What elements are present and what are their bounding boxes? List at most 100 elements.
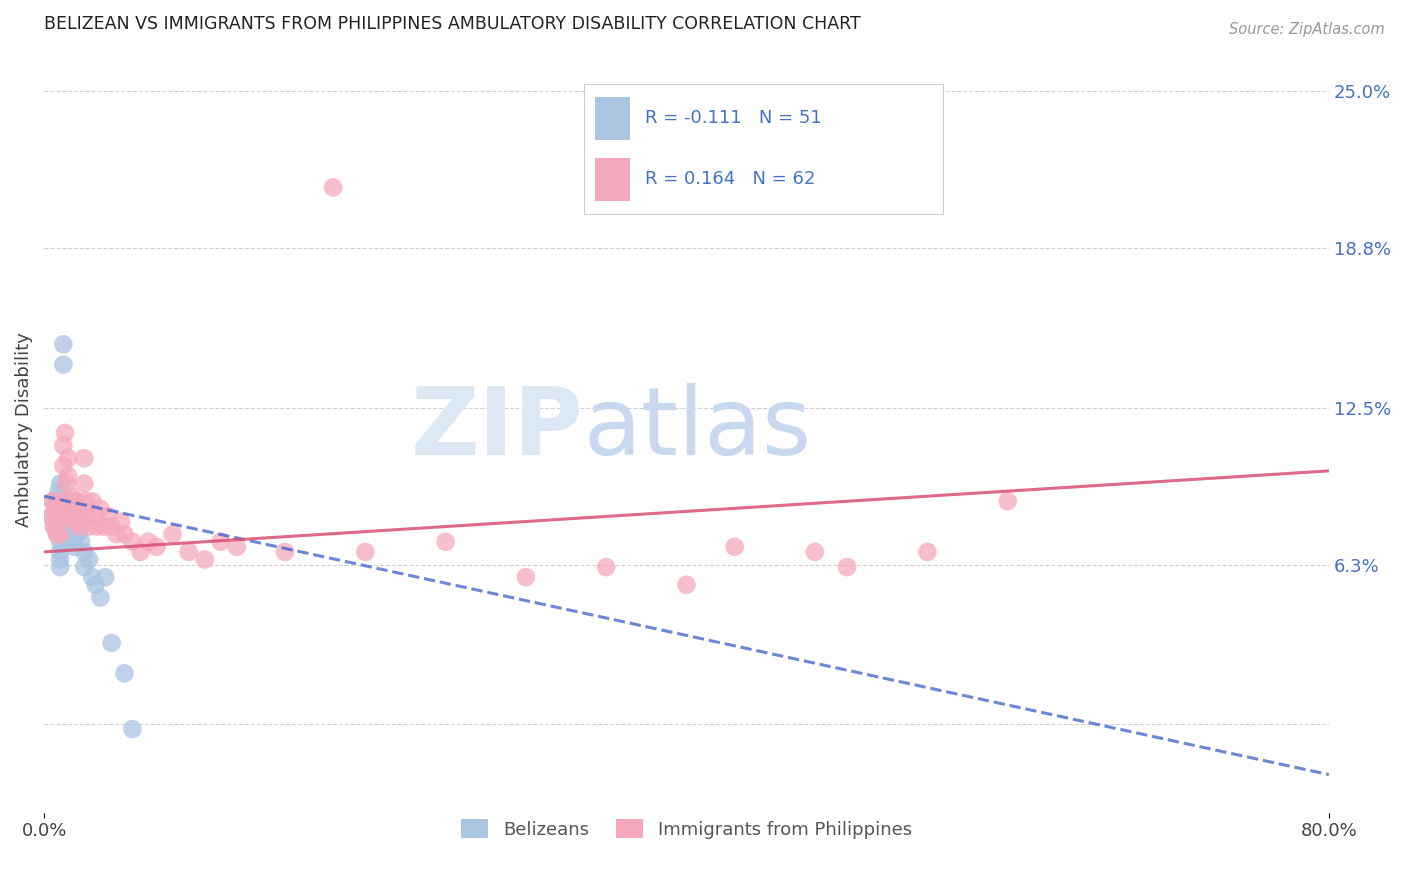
Point bbox=[835, 560, 858, 574]
Text: atlas: atlas bbox=[583, 384, 813, 475]
Point bbox=[77, 519, 100, 533]
Point bbox=[39, 509, 62, 524]
Y-axis label: Ambulatory Disability: Ambulatory Disability bbox=[15, 332, 32, 526]
Point bbox=[73, 451, 96, 466]
Point bbox=[59, 494, 82, 508]
Point bbox=[53, 509, 76, 524]
Point bbox=[51, 509, 73, 524]
Point bbox=[49, 527, 72, 541]
Point bbox=[60, 489, 83, 503]
Point bbox=[60, 534, 83, 549]
Point bbox=[105, 527, 128, 541]
Point bbox=[44, 500, 66, 514]
Point bbox=[52, 458, 75, 473]
Point bbox=[66, 501, 89, 516]
Text: ZIP: ZIP bbox=[411, 384, 583, 475]
Point bbox=[225, 540, 247, 554]
Point bbox=[58, 451, 80, 466]
Point bbox=[46, 509, 69, 524]
Point bbox=[100, 519, 122, 533]
Point bbox=[42, 494, 65, 508]
Point bbox=[97, 509, 120, 524]
Point bbox=[804, 545, 827, 559]
Point bbox=[82, 570, 104, 584]
Point bbox=[595, 560, 617, 574]
Point bbox=[84, 578, 107, 592]
Point bbox=[177, 545, 200, 559]
Point bbox=[49, 560, 72, 574]
Point bbox=[89, 591, 111, 605]
Point bbox=[76, 509, 98, 524]
Point bbox=[917, 545, 939, 559]
Point bbox=[86, 519, 108, 533]
Point bbox=[55, 494, 77, 508]
Point bbox=[94, 570, 117, 584]
Point bbox=[42, 519, 65, 533]
Point bbox=[65, 494, 87, 508]
Point bbox=[121, 534, 143, 549]
Point bbox=[49, 515, 72, 529]
Point bbox=[48, 494, 70, 508]
Point bbox=[58, 469, 80, 483]
Point bbox=[63, 540, 86, 554]
Point bbox=[73, 545, 96, 559]
Point bbox=[138, 534, 160, 549]
Point bbox=[60, 519, 83, 533]
Point bbox=[63, 509, 86, 524]
Text: BELIZEAN VS IMMIGRANTS FROM PHILIPPINES AMBULATORY DISABILITY CORRELATION CHART: BELIZEAN VS IMMIGRANTS FROM PHILIPPINES … bbox=[44, 15, 860, 33]
Point bbox=[58, 501, 80, 516]
Point bbox=[69, 524, 91, 539]
Point bbox=[52, 439, 75, 453]
Point bbox=[145, 540, 167, 554]
Point bbox=[69, 519, 91, 533]
Point bbox=[59, 494, 82, 508]
Point bbox=[62, 501, 84, 516]
Point bbox=[49, 552, 72, 566]
Point bbox=[52, 501, 75, 516]
Point bbox=[274, 545, 297, 559]
Point bbox=[41, 509, 63, 524]
Point bbox=[73, 560, 96, 574]
Point bbox=[322, 180, 344, 194]
Point bbox=[724, 540, 747, 554]
Point bbox=[77, 552, 100, 566]
Point bbox=[49, 534, 72, 549]
Point bbox=[129, 545, 152, 559]
Point bbox=[65, 509, 87, 524]
Point bbox=[49, 519, 72, 533]
Point bbox=[62, 509, 84, 524]
Point bbox=[44, 500, 66, 514]
Point bbox=[354, 545, 377, 559]
Point bbox=[112, 666, 135, 681]
Point bbox=[48, 501, 70, 516]
Point bbox=[49, 501, 72, 516]
Point bbox=[46, 515, 69, 529]
Point bbox=[62, 527, 84, 541]
Point bbox=[997, 494, 1019, 508]
Point bbox=[52, 337, 75, 351]
Point bbox=[434, 534, 457, 549]
Point bbox=[110, 515, 132, 529]
Point bbox=[55, 476, 77, 491]
Point bbox=[46, 527, 69, 541]
Point bbox=[55, 515, 77, 529]
Point bbox=[162, 527, 184, 541]
Point bbox=[52, 358, 75, 372]
Point bbox=[53, 534, 76, 549]
Point bbox=[112, 527, 135, 541]
Point bbox=[75, 494, 97, 508]
Point bbox=[58, 519, 80, 533]
Point bbox=[53, 425, 76, 440]
Legend: Belizeans, Immigrants from Philippines: Belizeans, Immigrants from Philippines bbox=[454, 812, 920, 846]
Point bbox=[49, 527, 72, 541]
Point bbox=[46, 527, 69, 541]
Point bbox=[515, 570, 537, 584]
Point bbox=[675, 578, 697, 592]
Point bbox=[70, 534, 93, 549]
Point bbox=[65, 494, 87, 508]
Point bbox=[49, 545, 72, 559]
Point bbox=[194, 552, 217, 566]
Point bbox=[49, 494, 72, 508]
Point bbox=[84, 509, 107, 524]
Point bbox=[209, 534, 232, 549]
